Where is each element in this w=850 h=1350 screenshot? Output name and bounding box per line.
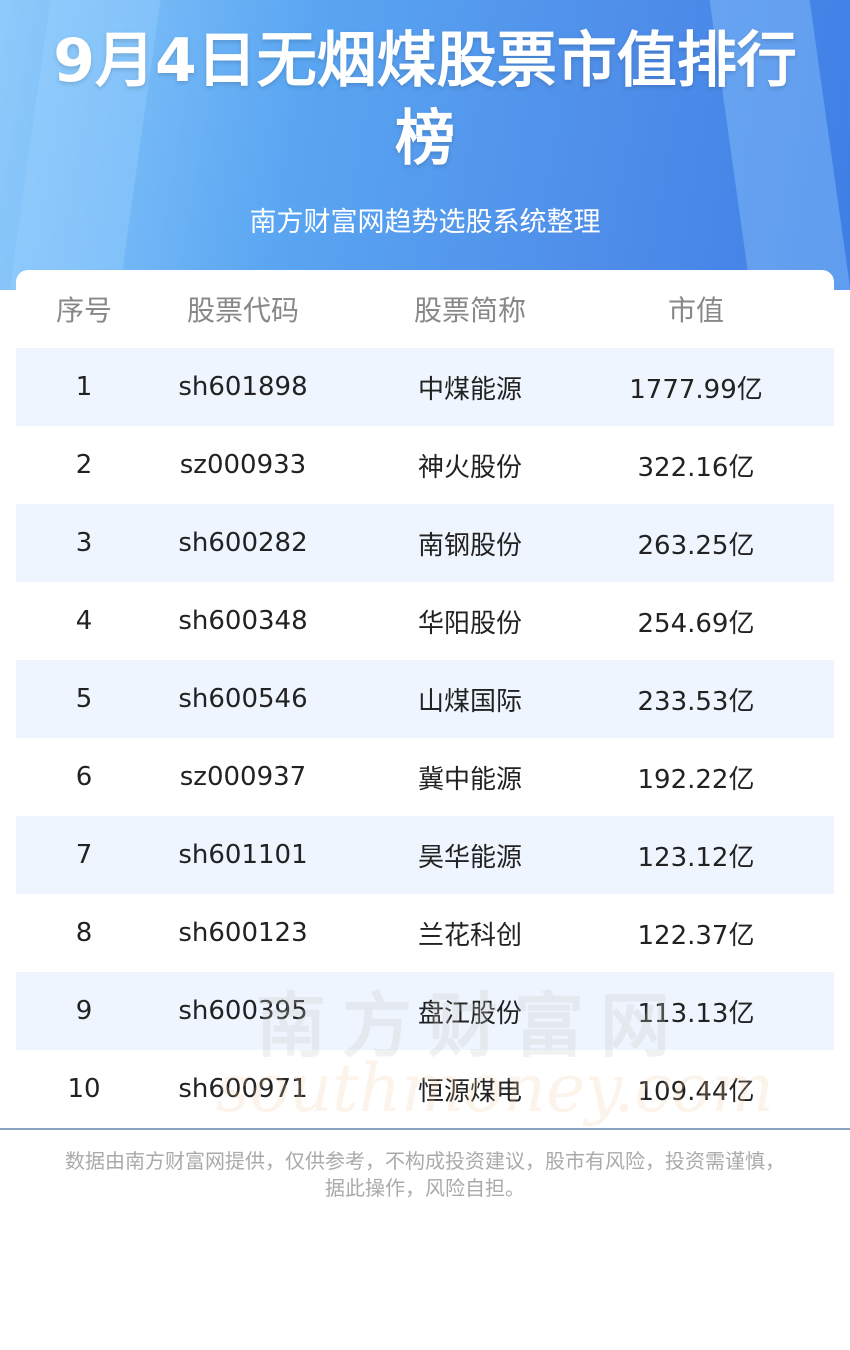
- code-cell: sh600546: [178, 684, 308, 714]
- column-header-market-cap: 市值: [667, 294, 724, 327]
- code-cell: sh601101: [178, 840, 308, 870]
- code-cell: sz000933: [179, 450, 307, 480]
- page-subtitle: 南方财富网趋势选股系统整理: [249, 207, 601, 238]
- rank-cell: 5: [75, 684, 93, 714]
- header-banner: 9月4日无烟煤股票市值排行榜 南方财富网趋势选股系统整理: [0, 0, 850, 290]
- rank-cell: 1: [75, 372, 93, 402]
- watermark-logo: 南方财富网: [256, 985, 686, 1067]
- name-cell: 恒源煤电: [417, 1076, 522, 1107]
- name-cell: 华阳股份: [417, 608, 522, 639]
- name-cell: 兰花科创: [417, 920, 522, 951]
- code-cell: sh600395: [178, 996, 308, 1026]
- name-cell: 盘江股份: [417, 998, 522, 1029]
- name-cell: 山煤国际: [417, 686, 522, 717]
- market-cap-cell: 113.13亿: [637, 998, 755, 1029]
- ranking-table: 序号 股票代码 股票简称 市值 1 sh601898 中煤能源 1777.99亿 2 sz…: [16, 270, 834, 1130]
- table-row: 1 sh601898 中煤能源 1777.99亿: [16, 348, 834, 426]
- rank-cell: 7: [75, 840, 93, 870]
- table-row: 6 sz000937 冀中能源 192.22亿: [16, 738, 834, 816]
- table-row: 8 sh600123 兰花科创 122.37亿: [16, 894, 834, 972]
- rank-cell: 8: [75, 918, 93, 948]
- divider: [0, 1128, 850, 1130]
- table-row: 10 sh600971 恒源煤电 109.44亿: [16, 1050, 834, 1128]
- market-cap-cell: 123.12亿: [637, 842, 755, 873]
- table-row: 3 sh600282 南钢股份 263.25亿: [16, 504, 834, 582]
- code-cell: sh600282: [178, 528, 308, 558]
- market-cap-cell: 1777.99亿: [629, 374, 763, 405]
- name-cell: 昊华能源: [417, 842, 522, 873]
- code-cell: sh600348: [178, 606, 308, 636]
- rank-cell: 4: [75, 606, 93, 636]
- market-cap-cell: 233.53亿: [637, 686, 755, 717]
- rank-cell: 3: [75, 528, 93, 558]
- name-cell: 神火股份: [417, 452, 522, 483]
- market-cap-cell: 122.37亿: [637, 920, 755, 951]
- name-cell: 中煤能源: [417, 374, 522, 405]
- rank-cell: 2: [75, 450, 93, 480]
- name-cell: 南钢股份: [417, 530, 522, 561]
- market-cap-cell: 192.22亿: [637, 764, 755, 795]
- market-cap-cell: 254.69亿: [637, 608, 755, 639]
- table-row: 7 sh601101 昊华能源 123.12亿: [16, 816, 834, 894]
- code-cell: sz000937: [179, 762, 307, 792]
- column-header-rank: 序号: [55, 294, 112, 327]
- market-cap-cell: 322.16亿: [637, 452, 755, 483]
- code-cell: sh600123: [178, 918, 308, 948]
- table-row: 4 sh600348 华阳股份 254.69亿: [16, 582, 834, 660]
- rank-cell: 6: [75, 762, 93, 792]
- table-row: 5 sh600546 山煤国际 233.53亿: [16, 660, 834, 738]
- table-header: 序号 股票代码 股票简称 市值: [16, 270, 834, 348]
- table-row: 9 sh600395 盘江股份 113.13亿: [16, 972, 834, 1050]
- market-cap-cell: 109.44亿: [637, 1076, 755, 1107]
- rank-cell: 10: [67, 1074, 101, 1104]
- name-cell: 冀中能源: [417, 764, 522, 795]
- code-cell: sh600971: [178, 1074, 308, 1104]
- code-cell: sh601898: [178, 372, 308, 402]
- disclaimer: 数据由南方财富网提供，仅供参考，不构成投资建议，股市有风险，投资需谨慎，据此操作…: [65, 1149, 785, 1200]
- column-header-name: 股票简称: [413, 294, 526, 327]
- page-title: 9月4日无烟煤股票市值排行榜: [53, 26, 797, 174]
- rank-cell: 9: [75, 996, 93, 1026]
- column-header-code: 股票代码: [186, 294, 299, 327]
- watermark-logo: southmoney.com: [216, 1050, 774, 1127]
- table-row: 2 sz000933 神火股份 322.16亿: [16, 426, 834, 504]
- market-cap-cell: 263.25亿: [637, 530, 755, 561]
